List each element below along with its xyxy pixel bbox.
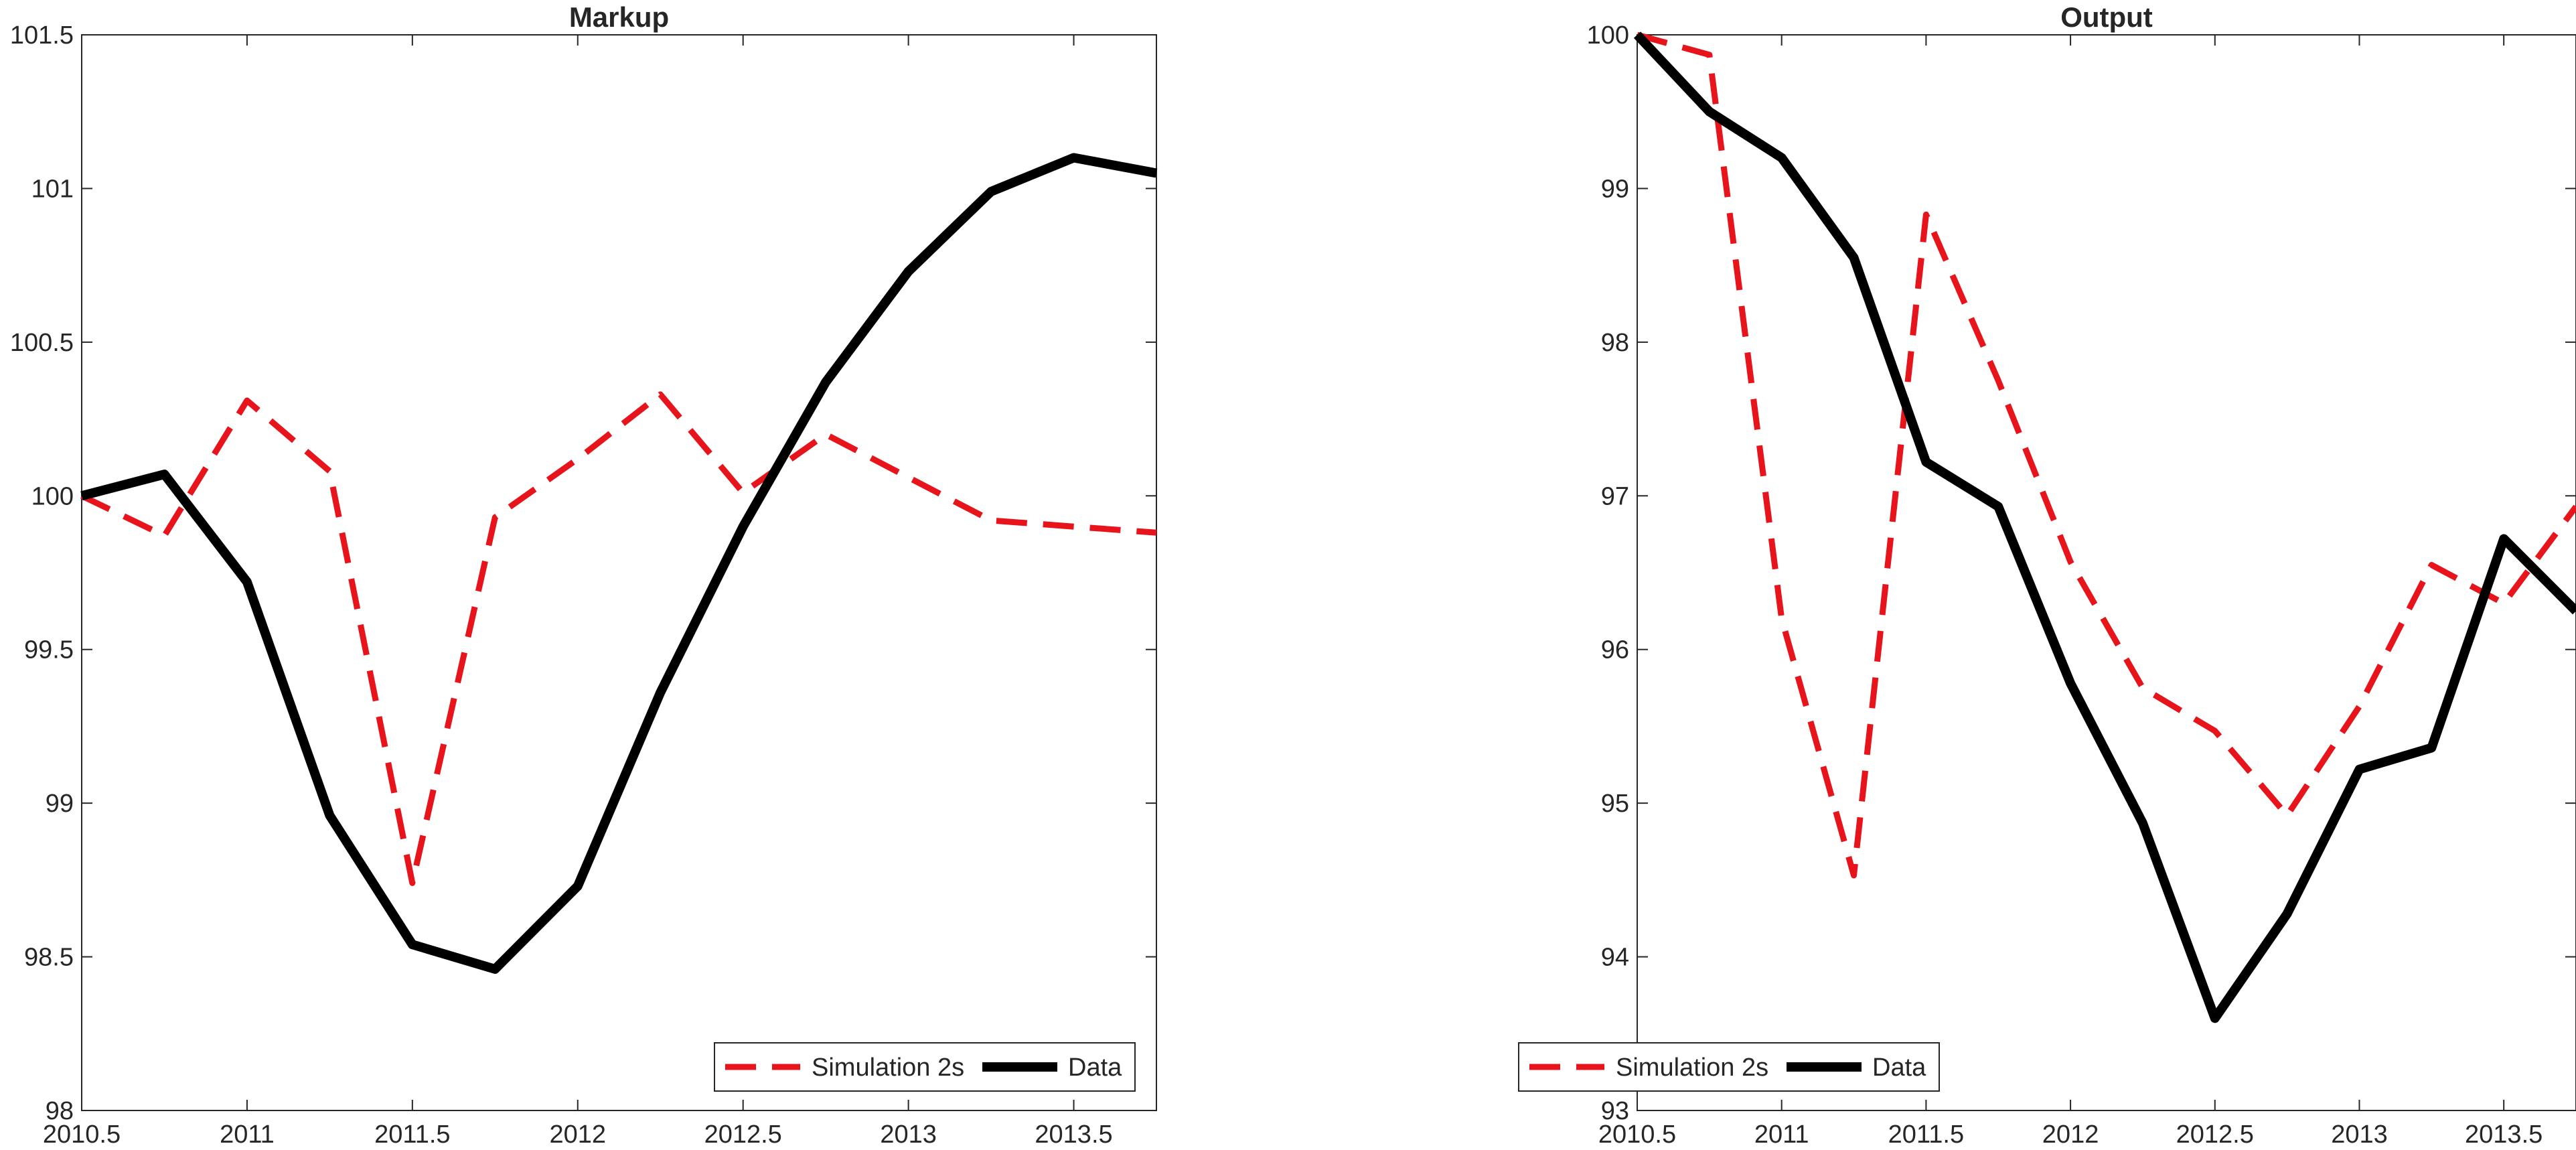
x-tick-label: 2010.5 [43,1121,121,1149]
data-point [658,392,662,397]
data-point [824,380,828,384]
data-point [741,491,745,495]
data-point [2502,537,2506,541]
data-point [576,884,580,888]
data-point [1852,256,1856,260]
legend: Simulation 2s Data [714,1042,1136,1092]
data-point [824,433,828,437]
x-tick-label: 2013.5 [2465,1121,2543,1149]
data-point [989,518,993,522]
y-tick-label: 97 [1601,482,1629,510]
data-point [410,942,414,946]
chart-title: Markup [569,1,669,33]
data-point [1154,530,1158,534]
data-point [2141,686,2145,690]
data-point [907,269,911,273]
data-point [327,470,331,474]
data-point [162,472,166,476]
series-line-data [80,153,1158,974]
x-tick-label: 2013.5 [1035,1121,1112,1149]
data-point [1154,171,1158,175]
y-tick-label: 98 [46,1097,74,1125]
y-tick-label: 99 [46,790,74,818]
data-point [1072,156,1076,160]
data-point [1996,378,2000,382]
x-tick-label: 2012.5 [704,1121,782,1149]
data-point [2429,746,2433,750]
legend: Simulation 2s Data [1518,1042,1940,1092]
data-point [245,580,249,584]
y-tick-label: 93 [1601,1097,1629,1125]
chart-title: Output [2060,1,2153,33]
x-tick-label: 2013 [880,1121,937,1149]
data-point [2502,601,2506,605]
data-point [1996,504,2000,508]
series-line-simulation-2s [80,391,1157,886]
y-tick-label: 101.5 [10,21,74,50]
legend-label: Data [1872,1054,1926,1082]
data-point [2068,560,2072,564]
data-point [327,813,331,817]
y-tick-label: 98 [1601,329,1629,357]
data-point [1924,212,1928,216]
data-point [1780,156,1784,160]
y-tick-label: 101 [31,175,74,203]
data-point [2285,813,2289,817]
data-point [493,515,497,519]
x-tick-label: 2011 [220,1121,275,1149]
series-line-data [1633,31,2576,1023]
y-tick-label: 99.5 [24,636,74,664]
x-tick-label: 2012 [549,1121,606,1149]
data-point [1708,110,1712,114]
y-tick-label: 95 [1601,790,1629,818]
legend-label: Data [1068,1054,1122,1082]
y-tick-label: 100 [1587,21,1629,50]
data-point [493,967,497,971]
data-point [1780,617,1784,621]
data-point [658,691,662,695]
y-tick-label: 100.5 [10,329,74,357]
legend-label: Simulation 2s [812,1054,964,1082]
data-point [162,534,166,538]
plot-frame [1637,34,2576,1111]
data-point [576,457,580,461]
data-point [2068,681,2072,685]
data-point [1072,524,1076,528]
x-tick-label: 2013 [2331,1121,2388,1149]
data-point [1708,53,1712,57]
data-point [2285,912,2289,916]
data-point [1635,33,1639,37]
plot-frame [81,34,1157,1111]
data-point [2357,705,2361,709]
data-point [2213,1016,2217,1020]
data-point [410,881,414,885]
data-point [1852,873,1856,877]
data-point [741,524,745,528]
y-tick-label: 94 [1601,944,1629,972]
chart-markup: 98 98.5 99 99.5 100 100.5 101 101.5 2010.5 2011 20… [10,1,1158,1149]
y-tick-label: 99 [1601,175,1629,203]
data-point [2213,729,2217,733]
x-tick-label: 2010.5 [1598,1121,1676,1149]
data-point [2141,821,2145,825]
x-tick-label: 2012.5 [2176,1121,2254,1149]
y-tick-label: 98.5 [24,944,74,972]
series-line-simulation-2s [1636,31,2576,879]
data-point [1924,460,1928,464]
x-tick-label: 2011.5 [374,1121,450,1149]
x-tick-label: 2011 [1754,1121,1809,1149]
data-point [907,476,911,480]
data-point [2357,768,2361,772]
chart-output: 93 94 95 96 97 98 99 100 2010.5 2011 2011.5 2012 201… [1518,1,2576,1149]
data-point [989,190,993,194]
y-tick-label: 100 [31,482,74,510]
x-tick-label: 2012 [2042,1121,2099,1149]
legend-label: Simulation 2s [1616,1054,1768,1082]
y-tick-label: 96 [1601,636,1629,664]
x-tick-label: 2011.5 [1888,1121,1964,1149]
data-point [2429,563,2433,567]
data-point [80,494,84,498]
data-point [245,399,249,403]
